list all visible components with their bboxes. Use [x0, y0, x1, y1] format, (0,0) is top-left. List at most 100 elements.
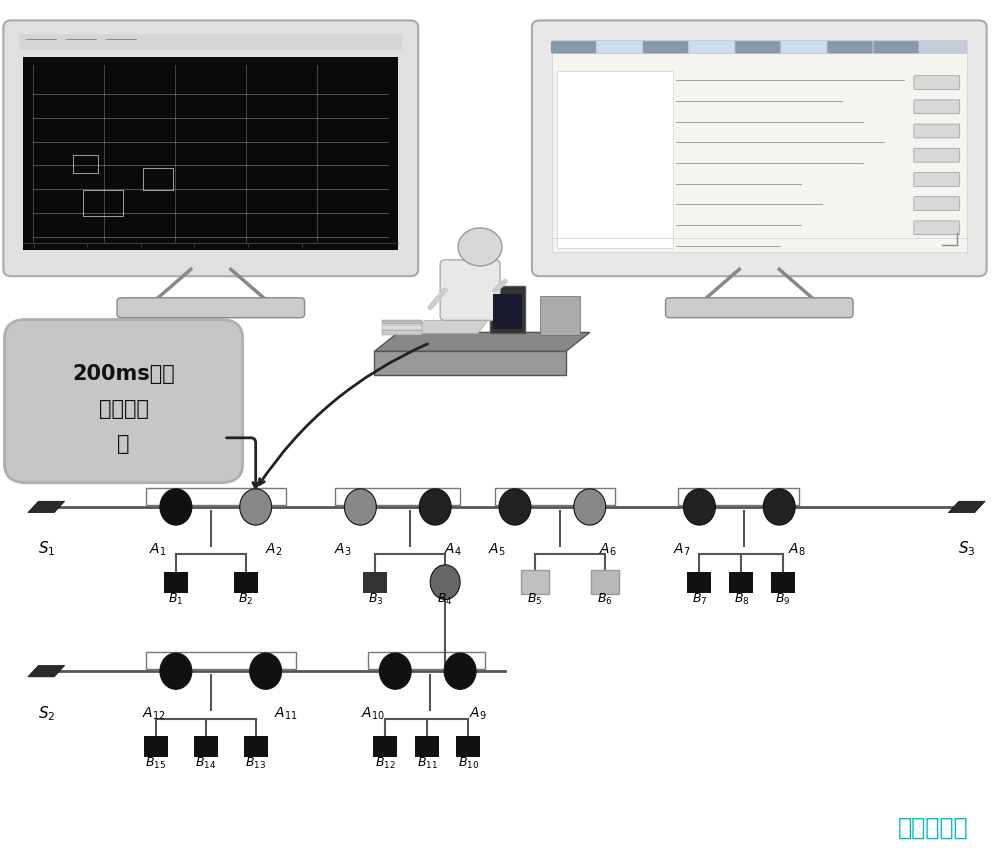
Polygon shape [28, 666, 65, 677]
Ellipse shape [250, 653, 282, 689]
FancyBboxPatch shape [557, 71, 673, 248]
Text: $S_2$: $S_2$ [38, 704, 55, 723]
Text: |: | [301, 244, 303, 248]
Text: $B_1$: $B_1$ [168, 591, 184, 607]
FancyBboxPatch shape [144, 736, 168, 757]
Ellipse shape [379, 653, 411, 689]
Text: $B_{{12}}$: $B_{{12}}$ [375, 756, 396, 771]
Text: $B_4$: $B_4$ [437, 591, 453, 607]
FancyBboxPatch shape [117, 298, 305, 317]
Text: $B_{{13}}$: $B_{{13}}$ [245, 756, 266, 771]
Text: $B_3$: $B_3$ [368, 591, 383, 607]
FancyBboxPatch shape [874, 41, 919, 53]
FancyBboxPatch shape [382, 330, 422, 335]
FancyBboxPatch shape [597, 41, 642, 53]
FancyBboxPatch shape [244, 736, 268, 757]
FancyBboxPatch shape [521, 570, 549, 594]
Text: |: | [33, 244, 35, 248]
FancyBboxPatch shape [666, 298, 853, 317]
Ellipse shape [419, 489, 451, 525]
Polygon shape [28, 501, 65, 512]
FancyBboxPatch shape [914, 197, 960, 211]
Text: $A_{8}$: $A_{8}$ [788, 542, 806, 558]
Ellipse shape [763, 489, 795, 525]
Text: $A_{9}$: $A_{9}$ [469, 706, 487, 722]
FancyBboxPatch shape [234, 571, 258, 592]
Polygon shape [414, 321, 488, 333]
FancyBboxPatch shape [914, 173, 960, 186]
Text: $B_7$: $B_7$ [692, 591, 707, 607]
Text: $A_{5}$: $A_{5}$ [488, 542, 506, 558]
FancyBboxPatch shape [456, 736, 480, 757]
Text: $S_1$: $S_1$ [38, 540, 55, 558]
Text: $B_8$: $B_8$ [734, 591, 749, 607]
FancyBboxPatch shape [551, 41, 596, 53]
Text: $B_2$: $B_2$ [238, 591, 253, 607]
Ellipse shape [160, 489, 192, 525]
Text: $A_{{10}}$: $A_{{10}}$ [361, 706, 385, 722]
FancyBboxPatch shape [729, 571, 753, 592]
Ellipse shape [444, 653, 476, 689]
Text: $A_{1}$: $A_{1}$ [149, 542, 167, 558]
Text: $A_{2}$: $A_{2}$ [265, 542, 282, 558]
Text: |: | [194, 244, 195, 248]
FancyBboxPatch shape [914, 148, 960, 162]
Polygon shape [374, 351, 566, 375]
FancyBboxPatch shape [591, 570, 619, 594]
Ellipse shape [499, 489, 531, 525]
FancyBboxPatch shape [540, 296, 580, 335]
FancyBboxPatch shape [382, 325, 422, 329]
FancyBboxPatch shape [914, 124, 960, 138]
FancyBboxPatch shape [440, 260, 500, 321]
Text: $B_9$: $B_9$ [775, 591, 791, 607]
FancyBboxPatch shape [552, 40, 967, 252]
FancyBboxPatch shape [3, 21, 418, 277]
FancyBboxPatch shape [493, 295, 522, 329]
Text: 自动秒链接: 自动秒链接 [898, 816, 969, 839]
Text: $B_{{15}}$: $B_{{15}}$ [145, 756, 166, 771]
Text: 速隔离故: 速隔离故 [99, 399, 149, 419]
Ellipse shape [160, 653, 192, 689]
Text: |: | [87, 244, 88, 248]
Text: |: | [248, 244, 249, 248]
Text: $A_{6}$: $A_{6}$ [599, 542, 617, 558]
Text: $A_{4}$: $A_{4}$ [444, 542, 462, 558]
Text: $B_{{10}}$: $B_{{10}}$ [458, 756, 479, 771]
Text: |: | [140, 244, 142, 248]
FancyBboxPatch shape [194, 736, 218, 757]
FancyBboxPatch shape [914, 100, 960, 114]
FancyBboxPatch shape [164, 571, 188, 592]
FancyBboxPatch shape [827, 41, 873, 53]
Text: $B_{{14}}$: $B_{{14}}$ [195, 756, 216, 771]
FancyBboxPatch shape [532, 21, 987, 277]
Text: $A_{{11}}$: $A_{{11}}$ [274, 706, 297, 722]
FancyBboxPatch shape [687, 571, 711, 592]
FancyBboxPatch shape [689, 41, 734, 53]
FancyBboxPatch shape [23, 56, 398, 251]
Ellipse shape [240, 489, 272, 525]
FancyBboxPatch shape [771, 571, 795, 592]
Ellipse shape [683, 489, 715, 525]
Text: $A_{3}$: $A_{3}$ [334, 542, 351, 558]
FancyBboxPatch shape [415, 736, 439, 757]
FancyBboxPatch shape [914, 75, 960, 89]
FancyBboxPatch shape [735, 41, 780, 53]
Polygon shape [948, 501, 985, 512]
FancyBboxPatch shape [19, 34, 402, 49]
Text: 200ms内快: 200ms内快 [72, 363, 175, 383]
FancyBboxPatch shape [373, 736, 397, 757]
FancyBboxPatch shape [382, 320, 422, 324]
Text: $A_{7}$: $A_{7}$ [673, 542, 690, 558]
Circle shape [458, 228, 502, 266]
FancyBboxPatch shape [4, 319, 243, 483]
FancyBboxPatch shape [490, 286, 525, 333]
FancyBboxPatch shape [552, 40, 967, 54]
FancyBboxPatch shape [781, 41, 826, 53]
Text: $B_{{11}}$: $B_{{11}}$ [417, 756, 438, 771]
FancyBboxPatch shape [643, 41, 688, 53]
Text: $A_{{12}}$: $A_{{12}}$ [142, 706, 166, 722]
Polygon shape [374, 332, 590, 351]
Ellipse shape [430, 565, 460, 599]
Text: $B_5$: $B_5$ [527, 591, 543, 607]
Text: 障: 障 [117, 434, 130, 453]
